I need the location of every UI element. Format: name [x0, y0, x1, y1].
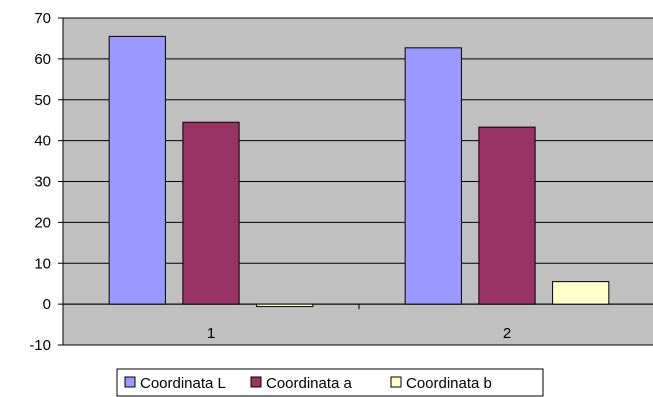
y-tick-label: -10 — [29, 337, 51, 354]
legend-entry: Coordinata a — [266, 375, 353, 392]
legend-box — [116, 368, 544, 397]
legend: Coordinata L Coordinata a Coordinata b — [116, 368, 544, 397]
y-tick-label: 10 — [34, 255, 51, 272]
y-tick-label: 20 — [34, 214, 51, 231]
y-tick-label: 50 — [34, 92, 51, 109]
legend-swatch — [250, 376, 262, 388]
x-tick-label: 2 — [503, 325, 511, 342]
y-axis: -10 0 10 20 30 40 50 60 70 — [29, 10, 64, 354]
y-tick-label: 70 — [34, 10, 51, 27]
legend-swatch — [390, 376, 402, 388]
bar — [108, 35, 166, 305]
y-tick-label: 30 — [34, 174, 51, 191]
bar — [404, 47, 462, 305]
y-tick-label: 0 — [43, 296, 51, 313]
legend-swatch — [124, 376, 136, 388]
bars — [108, 35, 610, 308]
bar — [256, 303, 314, 308]
y-tick-label: 40 — [34, 133, 51, 150]
y-tick-label: 60 — [34, 51, 51, 68]
bar — [478, 126, 536, 305]
legend-entry: Coordinata L — [140, 375, 226, 392]
legend-entry: Coordinata b — [406, 375, 492, 392]
bar — [552, 281, 610, 305]
x-tick-label: 1 — [207, 325, 215, 342]
bar — [182, 121, 240, 305]
